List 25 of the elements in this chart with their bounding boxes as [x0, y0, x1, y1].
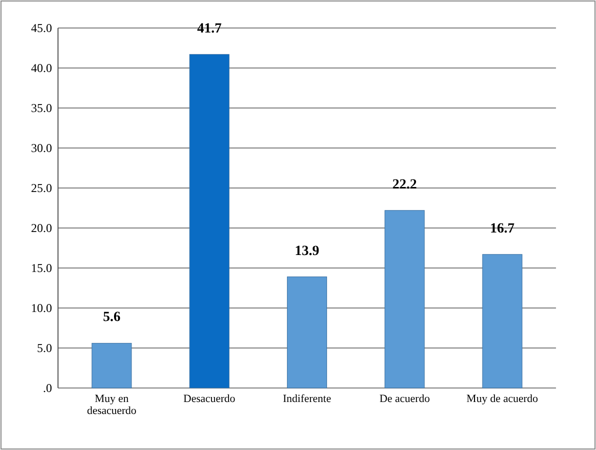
- y-tick-label: 45.0: [31, 21, 52, 36]
- x-tick-label: Muy de acuerdo: [466, 393, 539, 405]
- x-tick-label: Desacuerdo: [183, 393, 236, 405]
- data-label: 41.7: [197, 21, 222, 36]
- y-tick-label: 40.0: [31, 61, 52, 76]
- data-label: 13.9: [294, 244, 320, 259]
- bar: [384, 210, 425, 388]
- y-tick-label: 30.0: [31, 141, 52, 156]
- y-tick-label: 25.0: [31, 181, 52, 196]
- x-tick-label: Indiferente: [282, 393, 332, 405]
- y-tick-label: 20.0: [31, 221, 52, 236]
- y-tick-label: 35.0: [31, 101, 52, 116]
- bar: [92, 342, 132, 388]
- x-tick-label: De acuerdo: [379, 393, 430, 405]
- bar: [189, 54, 230, 388]
- bar: [286, 276, 328, 388]
- data-label: 5.6: [102, 310, 120, 326]
- bar: [482, 254, 522, 388]
- data-label: 16.7: [490, 221, 515, 236]
- data-label: 22.2: [392, 177, 417, 192]
- y-tick-label: 5.0: [37, 341, 52, 356]
- y-tick-label: .0: [43, 381, 52, 396]
- y-tick-label: 10.0: [31, 301, 52, 316]
- y-tick-label: 15.0: [31, 261, 52, 276]
- x-tick-label: Muy en desacuerdo: [86, 393, 137, 417]
